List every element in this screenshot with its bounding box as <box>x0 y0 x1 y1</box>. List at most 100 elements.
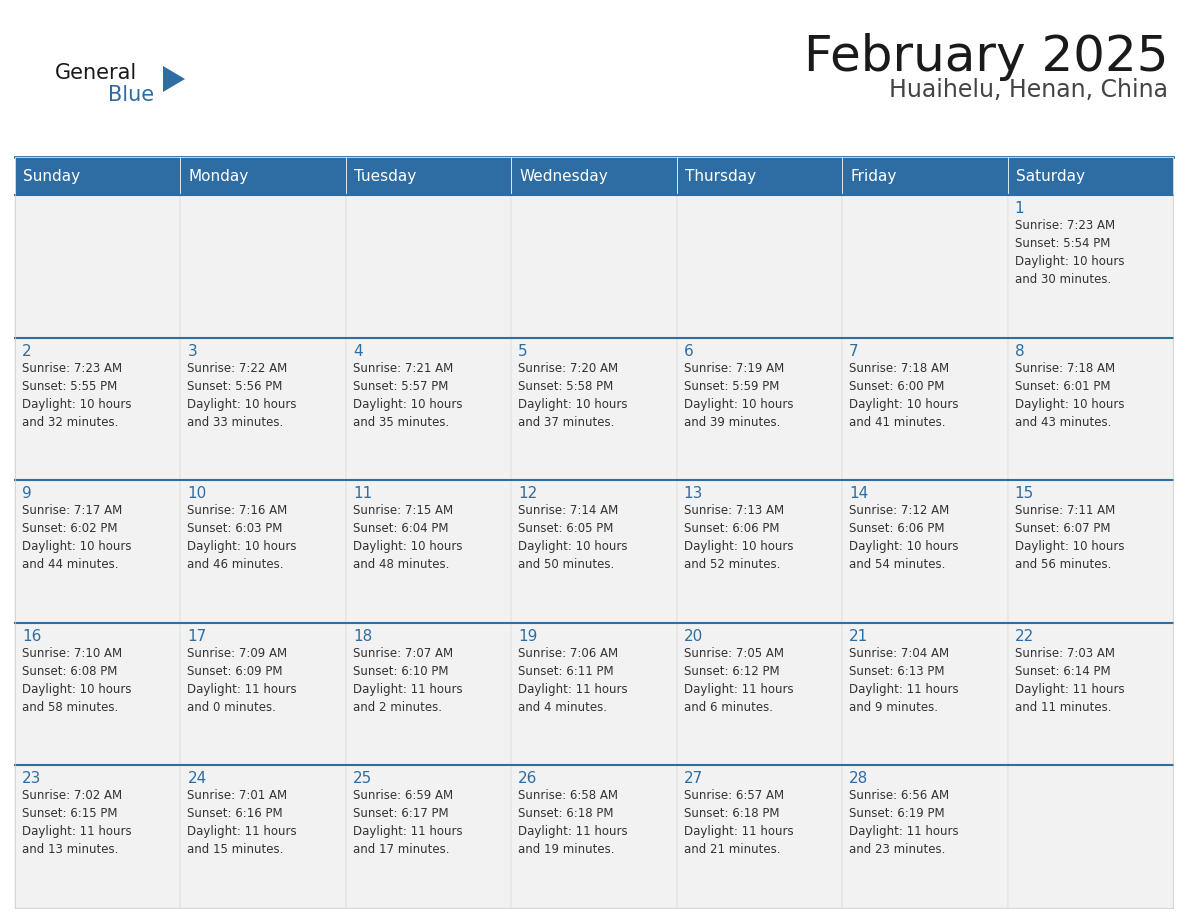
Polygon shape <box>163 66 185 92</box>
Text: Sunrise: 7:16 AM
Sunset: 6:03 PM
Daylight: 10 hours
and 46 minutes.: Sunrise: 7:16 AM Sunset: 6:03 PM Dayligh… <box>188 504 297 571</box>
Bar <box>181 480 346 622</box>
Text: Sunrise: 7:10 AM
Sunset: 6:08 PM
Daylight: 10 hours
and 58 minutes.: Sunrise: 7:10 AM Sunset: 6:08 PM Dayligh… <box>23 647 132 714</box>
Text: Sunrise: 7:13 AM
Sunset: 6:06 PM
Daylight: 10 hours
and 52 minutes.: Sunrise: 7:13 AM Sunset: 6:06 PM Dayligh… <box>684 504 794 571</box>
Bar <box>511 338 677 480</box>
Text: Sunrise: 7:06 AM
Sunset: 6:11 PM
Daylight: 11 hours
and 4 minutes.: Sunrise: 7:06 AM Sunset: 6:11 PM Dayligh… <box>518 647 628 714</box>
Text: Sunrise: 7:04 AM
Sunset: 6:13 PM
Daylight: 11 hours
and 9 minutes.: Sunrise: 7:04 AM Sunset: 6:13 PM Dayligh… <box>849 647 959 714</box>
Text: Sunrise: 7:11 AM
Sunset: 6:07 PM
Daylight: 10 hours
and 56 minutes.: Sunrise: 7:11 AM Sunset: 6:07 PM Dayligh… <box>1015 504 1124 571</box>
Text: 12: 12 <box>518 487 537 501</box>
Text: 15: 15 <box>1015 487 1034 501</box>
Text: Sunrise: 7:01 AM
Sunset: 6:16 PM
Daylight: 11 hours
and 15 minutes.: Sunrise: 7:01 AM Sunset: 6:16 PM Dayligh… <box>188 789 297 856</box>
Bar <box>1007 157 1173 195</box>
Text: Sunrise: 7:18 AM
Sunset: 6:01 PM
Daylight: 10 hours
and 43 minutes.: Sunrise: 7:18 AM Sunset: 6:01 PM Dayligh… <box>1015 362 1124 429</box>
Text: Sunrise: 7:05 AM
Sunset: 6:12 PM
Daylight: 11 hours
and 6 minutes.: Sunrise: 7:05 AM Sunset: 6:12 PM Dayligh… <box>684 647 794 714</box>
Text: 23: 23 <box>23 771 42 787</box>
Text: Sunrise: 7:15 AM
Sunset: 6:04 PM
Daylight: 10 hours
and 48 minutes.: Sunrise: 7:15 AM Sunset: 6:04 PM Dayligh… <box>353 504 462 571</box>
Text: February 2025: February 2025 <box>803 33 1168 81</box>
Bar <box>346 622 511 766</box>
Bar <box>1007 480 1173 622</box>
Bar <box>15 766 181 908</box>
Text: Sunrise: 7:17 AM
Sunset: 6:02 PM
Daylight: 10 hours
and 44 minutes.: Sunrise: 7:17 AM Sunset: 6:02 PM Dayligh… <box>23 504 132 571</box>
Text: 22: 22 <box>1015 629 1034 644</box>
Text: Sunrise: 7:02 AM
Sunset: 6:15 PM
Daylight: 11 hours
and 13 minutes.: Sunrise: 7:02 AM Sunset: 6:15 PM Dayligh… <box>23 789 132 856</box>
Bar <box>511 195 677 338</box>
Bar <box>511 622 677 766</box>
Bar <box>15 157 181 195</box>
Text: Sunrise: 7:07 AM
Sunset: 6:10 PM
Daylight: 11 hours
and 2 minutes.: Sunrise: 7:07 AM Sunset: 6:10 PM Dayligh… <box>353 647 462 714</box>
Text: Sunrise: 7:20 AM
Sunset: 5:58 PM
Daylight: 10 hours
and 37 minutes.: Sunrise: 7:20 AM Sunset: 5:58 PM Dayligh… <box>518 362 627 429</box>
Text: Huaihelu, Henan, China: Huaihelu, Henan, China <box>889 78 1168 102</box>
Text: 1: 1 <box>1015 201 1024 216</box>
Bar <box>346 338 511 480</box>
Text: Saturday: Saturday <box>1016 169 1085 184</box>
Text: Sunrise: 7:14 AM
Sunset: 6:05 PM
Daylight: 10 hours
and 50 minutes.: Sunrise: 7:14 AM Sunset: 6:05 PM Dayligh… <box>518 504 627 571</box>
Text: Wednesday: Wednesday <box>519 169 608 184</box>
Bar <box>1007 622 1173 766</box>
Text: 4: 4 <box>353 343 362 359</box>
Text: Sunrise: 6:59 AM
Sunset: 6:17 PM
Daylight: 11 hours
and 17 minutes.: Sunrise: 6:59 AM Sunset: 6:17 PM Dayligh… <box>353 789 462 856</box>
Text: Sunrise: 7:03 AM
Sunset: 6:14 PM
Daylight: 11 hours
and 11 minutes.: Sunrise: 7:03 AM Sunset: 6:14 PM Dayligh… <box>1015 647 1124 714</box>
Bar <box>511 766 677 908</box>
Bar <box>15 195 181 338</box>
Text: 10: 10 <box>188 487 207 501</box>
Text: 9: 9 <box>23 487 32 501</box>
Bar <box>842 766 1007 908</box>
Bar <box>346 766 511 908</box>
Text: Sunrise: 7:21 AM
Sunset: 5:57 PM
Daylight: 10 hours
and 35 minutes.: Sunrise: 7:21 AM Sunset: 5:57 PM Dayligh… <box>353 362 462 429</box>
Bar <box>842 157 1007 195</box>
Text: 19: 19 <box>518 629 538 644</box>
Text: Sunrise: 7:19 AM
Sunset: 5:59 PM
Daylight: 10 hours
and 39 minutes.: Sunrise: 7:19 AM Sunset: 5:59 PM Dayligh… <box>684 362 794 429</box>
Text: Sunrise: 7:12 AM
Sunset: 6:06 PM
Daylight: 10 hours
and 54 minutes.: Sunrise: 7:12 AM Sunset: 6:06 PM Dayligh… <box>849 504 959 571</box>
Text: Sunrise: 7:22 AM
Sunset: 5:56 PM
Daylight: 10 hours
and 33 minutes.: Sunrise: 7:22 AM Sunset: 5:56 PM Dayligh… <box>188 362 297 429</box>
Text: 16: 16 <box>23 629 42 644</box>
Text: 3: 3 <box>188 343 197 359</box>
Text: 24: 24 <box>188 771 207 787</box>
Bar <box>1007 338 1173 480</box>
Bar <box>842 338 1007 480</box>
Text: Sunrise: 6:58 AM
Sunset: 6:18 PM
Daylight: 11 hours
and 19 minutes.: Sunrise: 6:58 AM Sunset: 6:18 PM Dayligh… <box>518 789 628 856</box>
Bar <box>677 622 842 766</box>
Text: 26: 26 <box>518 771 538 787</box>
Text: 27: 27 <box>684 771 703 787</box>
Text: Tuesday: Tuesday <box>354 169 416 184</box>
Bar <box>1007 195 1173 338</box>
Bar <box>181 195 346 338</box>
Text: 28: 28 <box>849 771 868 787</box>
Bar <box>15 338 181 480</box>
Text: Sunrise: 6:56 AM
Sunset: 6:19 PM
Daylight: 11 hours
and 23 minutes.: Sunrise: 6:56 AM Sunset: 6:19 PM Dayligh… <box>849 789 959 856</box>
Text: 7: 7 <box>849 343 859 359</box>
Text: Friday: Friday <box>851 169 897 184</box>
Text: Monday: Monday <box>189 169 248 184</box>
Text: Sunrise: 7:18 AM
Sunset: 6:00 PM
Daylight: 10 hours
and 41 minutes.: Sunrise: 7:18 AM Sunset: 6:00 PM Dayligh… <box>849 362 959 429</box>
Text: Sunrise: 6:57 AM
Sunset: 6:18 PM
Daylight: 11 hours
and 21 minutes.: Sunrise: 6:57 AM Sunset: 6:18 PM Dayligh… <box>684 789 794 856</box>
Bar <box>346 480 511 622</box>
Text: Sunday: Sunday <box>23 169 80 184</box>
Bar <box>677 157 842 195</box>
Text: Sunrise: 7:23 AM
Sunset: 5:55 PM
Daylight: 10 hours
and 32 minutes.: Sunrise: 7:23 AM Sunset: 5:55 PM Dayligh… <box>23 362 132 429</box>
Bar <box>1007 766 1173 908</box>
Bar <box>677 195 842 338</box>
Text: Thursday: Thursday <box>684 169 756 184</box>
Bar <box>15 480 181 622</box>
Text: 13: 13 <box>684 487 703 501</box>
Bar <box>677 338 842 480</box>
Text: 2: 2 <box>23 343 32 359</box>
Bar <box>346 157 511 195</box>
Bar <box>346 195 511 338</box>
Text: 21: 21 <box>849 629 868 644</box>
Text: 14: 14 <box>849 487 868 501</box>
Bar <box>181 338 346 480</box>
Text: Blue: Blue <box>108 85 154 105</box>
Bar <box>842 480 1007 622</box>
Bar <box>15 622 181 766</box>
Text: Sunrise: 7:23 AM
Sunset: 5:54 PM
Daylight: 10 hours
and 30 minutes.: Sunrise: 7:23 AM Sunset: 5:54 PM Dayligh… <box>1015 219 1124 286</box>
Text: 20: 20 <box>684 629 703 644</box>
Text: 11: 11 <box>353 487 372 501</box>
Text: 18: 18 <box>353 629 372 644</box>
Bar <box>677 766 842 908</box>
Text: General: General <box>55 63 138 83</box>
Text: 5: 5 <box>518 343 527 359</box>
Text: 25: 25 <box>353 771 372 787</box>
Bar <box>511 157 677 195</box>
Bar <box>842 622 1007 766</box>
